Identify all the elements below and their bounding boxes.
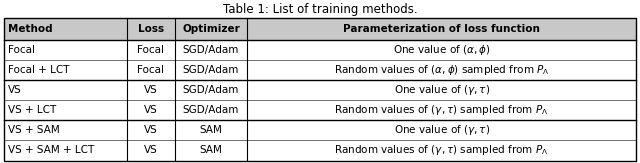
Text: VS: VS — [144, 85, 158, 95]
Text: Focal: Focal — [138, 45, 164, 55]
Text: SGD/Adam: SGD/Adam — [183, 45, 239, 55]
Bar — [4, 18, 636, 161]
Text: Random values of $(\alpha, \phi)$ sampled from $P_{\Lambda}$: Random values of $(\alpha, \phi)$ sample… — [334, 63, 550, 77]
Text: Optimizer: Optimizer — [182, 24, 240, 34]
Text: VS: VS — [144, 145, 158, 155]
Text: Parameterization of loss function: Parameterization of loss function — [343, 24, 540, 34]
Text: Focal + LCT: Focal + LCT — [8, 65, 70, 75]
Text: Loss: Loss — [138, 24, 164, 34]
Text: VS + LCT: VS + LCT — [8, 105, 56, 115]
Text: Focal: Focal — [138, 65, 164, 75]
Text: SGD/Adam: SGD/Adam — [183, 85, 239, 95]
Text: One value of $(\gamma, \tau)$: One value of $(\gamma, \tau)$ — [394, 83, 490, 97]
Text: Focal: Focal — [8, 45, 35, 55]
Text: Random values of $(\gamma, \tau)$ sampled from $P_{\Lambda}$: Random values of $(\gamma, \tau)$ sample… — [335, 143, 549, 157]
Text: Random values of $(\gamma, \tau)$ sampled from $P_{\Lambda}$: Random values of $(\gamma, \tau)$ sample… — [335, 103, 549, 117]
Text: SGD/Adam: SGD/Adam — [183, 65, 239, 75]
Text: SAM: SAM — [200, 125, 223, 135]
Text: VS: VS — [144, 125, 158, 135]
Text: Table 1: List of training methods.: Table 1: List of training methods. — [223, 3, 417, 16]
Text: VS: VS — [144, 105, 158, 115]
Text: VS + SAM: VS + SAM — [8, 125, 60, 135]
Text: Method: Method — [8, 24, 52, 34]
Text: SAM: SAM — [200, 145, 223, 155]
Text: One value of $(\alpha, \phi)$: One value of $(\alpha, \phi)$ — [393, 43, 490, 57]
Text: VS + SAM + LCT: VS + SAM + LCT — [8, 145, 94, 155]
Text: SGD/Adam: SGD/Adam — [183, 105, 239, 115]
Text: VS: VS — [8, 85, 22, 95]
Bar — [4, 18, 636, 40]
Text: One value of $(\gamma, \tau)$: One value of $(\gamma, \tau)$ — [394, 123, 490, 137]
